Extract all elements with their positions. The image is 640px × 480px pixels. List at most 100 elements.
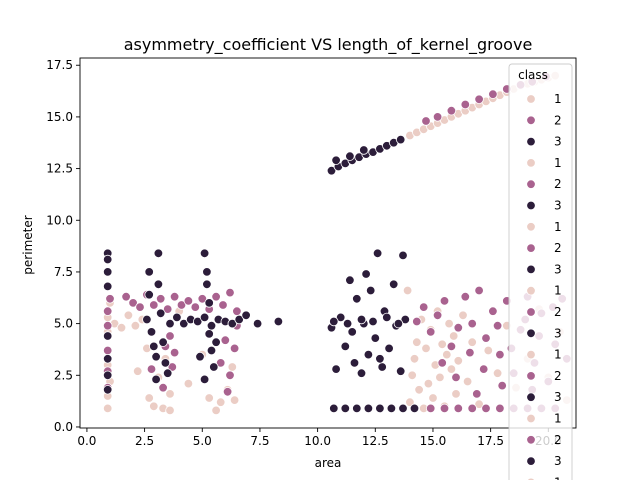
data-point bbox=[435, 372, 445, 383]
data-point bbox=[204, 329, 214, 339]
legend-marker bbox=[526, 136, 536, 147]
data-point bbox=[209, 362, 219, 372]
data-point bbox=[426, 327, 436, 337]
data-point bbox=[382, 312, 392, 323]
data-point bbox=[342, 318, 353, 329]
data-point bbox=[366, 285, 376, 296]
series-2 bbox=[102, 71, 572, 414]
data-point bbox=[273, 316, 284, 327]
data-point bbox=[412, 337, 422, 347]
y-tick-label: 0.0 bbox=[54, 420, 73, 434]
data-point bbox=[497, 380, 507, 391]
legend-marker bbox=[526, 371, 536, 381]
legend-title: class bbox=[518, 68, 548, 82]
data-point bbox=[102, 354, 113, 364]
data-point bbox=[409, 403, 420, 414]
data-point bbox=[151, 352, 161, 362]
data-point bbox=[130, 321, 141, 331]
data-point bbox=[409, 354, 420, 364]
data-point bbox=[199, 248, 210, 259]
data-point bbox=[202, 279, 212, 290]
legend-marker bbox=[526, 158, 536, 168]
data-point bbox=[377, 362, 387, 372]
data-point bbox=[149, 401, 159, 412]
x-tick-label: 10.0 bbox=[304, 434, 331, 448]
data-point bbox=[102, 385, 113, 395]
legend-label: 3 bbox=[554, 199, 562, 213]
data-point bbox=[340, 403, 351, 414]
data-point bbox=[165, 318, 175, 329]
legend-marker bbox=[526, 413, 536, 424]
legend-label: 2 bbox=[554, 177, 562, 191]
legend-marker bbox=[526, 264, 536, 275]
legend-label: 2 bbox=[554, 241, 562, 255]
data-point bbox=[167, 362, 178, 372]
y-tick-label: 5.0 bbox=[54, 317, 73, 331]
data-point bbox=[347, 327, 357, 337]
data-point bbox=[142, 314, 152, 325]
data-point bbox=[128, 298, 138, 308]
data-point bbox=[336, 312, 346, 323]
data-point bbox=[340, 341, 351, 352]
data-point bbox=[488, 89, 498, 99]
data-point bbox=[402, 285, 413, 296]
data-point bbox=[144, 290, 154, 300]
data-point bbox=[102, 321, 113, 331]
legend-label: 1 bbox=[554, 284, 562, 298]
data-point bbox=[160, 358, 171, 368]
data-point bbox=[218, 300, 228, 310]
data-point bbox=[162, 304, 173, 314]
legend-label: 3 bbox=[554, 262, 562, 276]
data-point bbox=[102, 281, 113, 292]
data-point bbox=[121, 292, 131, 302]
data-point bbox=[146, 364, 157, 374]
y-tick-label: 15.0 bbox=[46, 110, 73, 124]
data-point bbox=[144, 267, 154, 277]
data-point bbox=[199, 374, 210, 385]
legend-label: 2 bbox=[554, 113, 562, 127]
data-point bbox=[151, 374, 161, 385]
data-point bbox=[363, 403, 374, 414]
data-point bbox=[204, 298, 214, 308]
data-point bbox=[345, 151, 355, 161]
data-point bbox=[195, 352, 205, 362]
data-point bbox=[352, 403, 362, 414]
data-point bbox=[481, 403, 491, 414]
legend-marker bbox=[526, 456, 536, 466]
data-point bbox=[146, 327, 157, 337]
data-point bbox=[153, 279, 164, 290]
data-point bbox=[349, 358, 360, 368]
data-point bbox=[474, 94, 484, 105]
data-point bbox=[234, 314, 244, 325]
data-point bbox=[155, 308, 166, 319]
legend-marker bbox=[526, 200, 536, 211]
legend-marker bbox=[526, 94, 536, 104]
data-point bbox=[192, 316, 203, 327]
legend-label: 1 bbox=[554, 348, 562, 362]
data-point bbox=[183, 296, 194, 306]
data-point bbox=[375, 354, 385, 364]
data-point bbox=[453, 323, 464, 333]
data-point bbox=[211, 292, 221, 302]
data-point bbox=[432, 310, 443, 321]
data-point bbox=[467, 318, 477, 329]
data-point bbox=[102, 370, 113, 381]
data-point bbox=[396, 134, 406, 145]
data-point bbox=[102, 254, 113, 265]
data-point bbox=[421, 343, 431, 354]
data-point bbox=[453, 356, 464, 366]
legend-marker bbox=[526, 328, 536, 339]
series-3 bbox=[102, 134, 420, 414]
legend-label: 2 bbox=[554, 305, 562, 319]
legend-label: 1 bbox=[554, 156, 562, 170]
x-axis-label: area bbox=[315, 456, 342, 470]
plot-frame bbox=[79, 57, 577, 429]
data-point bbox=[102, 345, 113, 356]
legend-label: 3 bbox=[554, 454, 562, 468]
data-point bbox=[252, 318, 263, 329]
data-point bbox=[465, 347, 475, 358]
y-axis-label: perimeter bbox=[21, 215, 35, 274]
data-point bbox=[432, 112, 443, 122]
data-point bbox=[215, 397, 226, 407]
data-point bbox=[481, 333, 491, 343]
